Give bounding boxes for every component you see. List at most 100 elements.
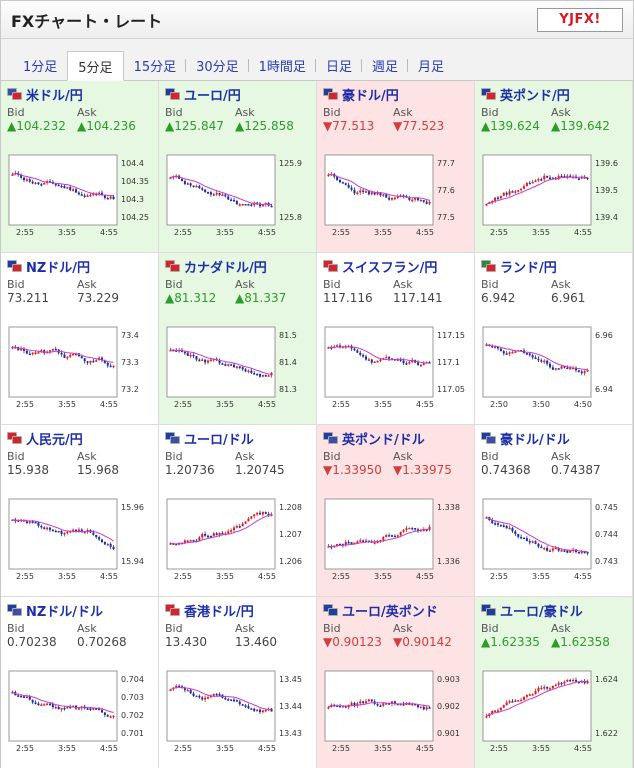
- candle-body: [577, 370, 580, 372]
- rate-card[interactable]: ユーロ/ドル Bid Ask 1.20736 1.20745 1.208 1.20…: [159, 425, 317, 597]
- candle-body: [189, 540, 192, 542]
- tab-6[interactable]: 週足: [362, 50, 408, 80]
- bid-value: ▼77.513: [323, 119, 375, 133]
- bid-value: ▲104.232: [7, 119, 66, 133]
- rate-card[interactable]: NZドル/ドル Bid Ask 0.70238 0.70268 0.704 0.7…: [1, 597, 159, 768]
- mini-chart[interactable]: 0.745 0.744 0.743 2:55 3:55 4:55: [481, 497, 627, 587]
- candle-body: [399, 359, 402, 361]
- mini-chart[interactable]: 81.5 81.4 81.3 2:55 3:55 4:55: [165, 325, 311, 415]
- candle-body: [396, 535, 399, 537]
- pair-link[interactable]: 英ポンド/円: [481, 85, 626, 104]
- rate-card[interactable]: 人民元/円 Bid Ask 15.938 15.968 15.96 15.94 2:…: [1, 425, 159, 597]
- mini-chart[interactable]: 6.96 6.94 2:50 3:50 4:50: [481, 325, 627, 415]
- candle-body: [77, 708, 80, 710]
- pair-link[interactable]: 豪ドル/円: [323, 85, 468, 104]
- candle-body: [230, 699, 233, 702]
- pair-link[interactable]: ユーロ/ドル: [165, 429, 310, 448]
- tab-2[interactable]: 15分足: [124, 50, 187, 80]
- tab-1[interactable]: 5分足: [67, 51, 124, 81]
- ask-value: 13.460: [235, 635, 277, 649]
- candle-body: [525, 353, 528, 355]
- candle-body: [327, 707, 330, 709]
- candle-body: [494, 523, 497, 525]
- pair-link[interactable]: ユーロ/英ポンド: [323, 601, 468, 620]
- pair-link[interactable]: ユーロ/豪ドル: [481, 601, 626, 620]
- candle-body: [359, 701, 362, 704]
- rate-card[interactable]: 米ドル/円 Bid Ask ▲104.232 ▲104.236 104.4 104…: [1, 81, 159, 253]
- pair-link[interactable]: NZドル/円: [7, 257, 152, 276]
- moving-average-line: [170, 349, 272, 375]
- tab-7[interactable]: 月足: [417, 59, 444, 75]
- rate-card[interactable]: カナダドル/円 Bid Ask ▲81.312 ▲81.337 81.5 81.4…: [159, 253, 317, 425]
- rate-card[interactable]: 香港ドル/円 Bid Ask 13.430 13.460 13.45 13.44 1…: [159, 597, 317, 768]
- candle-body: [511, 352, 514, 354]
- price-labels: Bid Ask: [7, 622, 152, 635]
- candle-body: [57, 184, 60, 187]
- pair-link[interactable]: スイスフラン/円: [323, 257, 468, 276]
- pair-name: ユーロ/ドル: [184, 432, 254, 448]
- x-tick-label: 2:55: [16, 572, 34, 581]
- pair-link[interactable]: ランド/円: [481, 257, 626, 276]
- mini-chart[interactable]: 15.96 15.94 2:55 3:55 4:55: [7, 497, 153, 587]
- tab-0[interactable]: 1分足: [23, 59, 58, 75]
- mini-chart[interactable]: 77.7 77.6 77.5 2:55 3:55 4:55: [323, 153, 469, 243]
- mini-chart[interactable]: 1.624 1.622 2:55 3:55 4:55: [481, 669, 627, 759]
- mini-chart[interactable]: 104.4 104.35 104.3 104.25 2:55 3:55 4:55: [7, 153, 153, 243]
- pair-link[interactable]: 人民元/円: [7, 429, 152, 448]
- candle-body: [198, 695, 201, 698]
- candle-body: [241, 204, 244, 206]
- pair-link[interactable]: NZドル/ドル: [7, 601, 152, 620]
- rate-card[interactable]: 英ポンド/円 Bid Ask ▲139.624 ▲139.642 139.6 13…: [475, 81, 633, 253]
- tab-4[interactable]: 1時間足: [249, 50, 317, 80]
- tab-3[interactable]: 30分足: [186, 50, 249, 80]
- candle-body: [528, 694, 531, 696]
- mini-chart[interactable]: 73.4 73.3 73.2 2:55 3:55 4:55: [7, 325, 153, 415]
- pair-link[interactable]: ユーロ/円: [165, 85, 310, 104]
- candle-body: [250, 204, 253, 206]
- candle-body: [408, 362, 411, 364]
- rate-card[interactable]: スイスフラン/円 Bid Ask 117.116 117.141 117.15 1…: [317, 253, 475, 425]
- bid-value: 15.938: [7, 463, 49, 477]
- candle-body: [224, 697, 227, 700]
- rate-card[interactable]: ユーロ/英ポンド Bid Ask ▼0.90123 ▼0.90142 0.903…: [317, 597, 475, 768]
- candle-body: [103, 195, 106, 198]
- flag-icon: [481, 432, 497, 444]
- pair-link[interactable]: 米ドル/円: [7, 85, 152, 104]
- candlestick-chart: 1.338 1.336 2:55 3:55 4:55: [324, 498, 460, 581]
- candle-body: [17, 695, 20, 697]
- rate-card[interactable]: 英ポンド/ドル Bid Ask ▼1.33950 ▼1.33975 1.338 1…: [317, 425, 475, 597]
- rate-card[interactable]: ランド/円 Bid Ask 6.942 6.961 6.96 6.94 2:50 3:…: [475, 253, 633, 425]
- candle-body: [43, 183, 46, 185]
- candle-body: [356, 192, 359, 194]
- mini-chart[interactable]: 0.903 0.902 0.901 2:55 3:55 4:55: [323, 669, 469, 759]
- yjfx-logo[interactable]: YJFX!: [537, 7, 623, 32]
- candle-body: [43, 527, 46, 529]
- rate-card[interactable]: 豪ドル/円 Bid Ask ▼77.513 ▼77.523 77.7 77.6 77…: [317, 81, 475, 253]
- rate-card[interactable]: 豪ドル/ドル Bid Ask 0.74368 0.74387 0.745 0.74…: [475, 425, 633, 597]
- price-values: ▲139.624 ▲139.642: [481, 119, 626, 134]
- candle-body: [63, 707, 66, 710]
- mini-chart[interactable]: 125.9 125.8 2:55 3:55 4:55: [165, 153, 311, 243]
- rate-card[interactable]: ユーロ/円 Bid Ask ▲125.847 ▲125.858 125.9 125…: [159, 81, 317, 253]
- rate-card[interactable]: ユーロ/豪ドル Bid Ask ▲1.62335 ▲1.62358 1.624 1…: [475, 597, 633, 768]
- pair-link[interactable]: 英ポンド/ドル: [323, 429, 468, 448]
- candlestick-chart: 6.96 6.94 2:50 3:50 4:50: [482, 326, 613, 409]
- tab-5[interactable]: 日足: [316, 50, 362, 80]
- mini-chart[interactable]: 139.6 139.5 139.4 2:55 3:55 4:55: [481, 153, 627, 243]
- candlestick-chart: 0.745 0.744 0.743 2:55 3:55 4:55: [482, 498, 618, 581]
- pair-link[interactable]: 豪ドル/ドル: [481, 429, 626, 448]
- mini-chart[interactable]: 13.45 13.44 13.43 2:55 3:55 4:55: [165, 669, 311, 759]
- x-tick-label: 2:55: [174, 228, 192, 237]
- mini-chart[interactable]: 117.15 117.1 117.05 2:55 3:55 4:55: [323, 325, 469, 415]
- pair-link[interactable]: カナダドル/円: [165, 257, 310, 276]
- mini-chart[interactable]: 1.208 1.207 1.206 2:55 3:55 4:55: [165, 497, 311, 587]
- mini-chart[interactable]: 1.338 1.336 2:55 3:55 4:55: [323, 497, 469, 587]
- pair-link[interactable]: 香港ドル/円: [165, 601, 310, 620]
- x-tick-label: 4:55: [416, 228, 434, 237]
- rate-card[interactable]: NZドル/円 Bid Ask 73.211 73.229 73.4 73.3 73.…: [1, 253, 159, 425]
- candle-body: [261, 204, 264, 207]
- mini-chart[interactable]: 0.704 0.703 0.702 0.701 2:55 3:55 4:55: [7, 669, 153, 759]
- candle-body: [428, 202, 431, 204]
- y-tick-label: 73.4: [121, 331, 139, 340]
- ask-label: Ask: [77, 278, 97, 291]
